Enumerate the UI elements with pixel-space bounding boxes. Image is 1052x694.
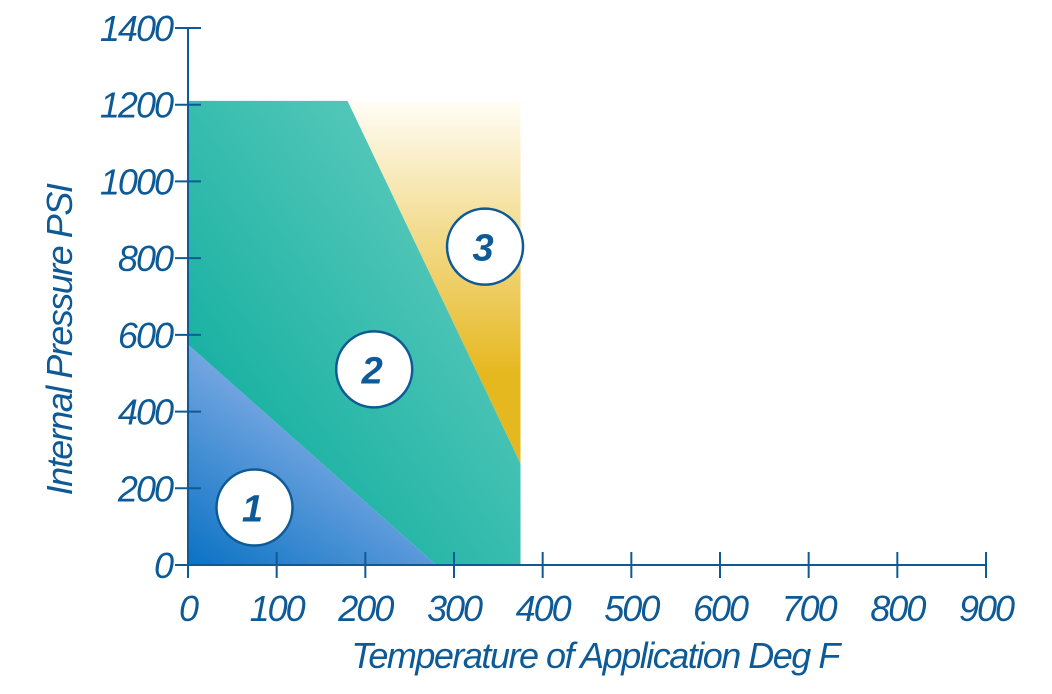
x-tick-label: 600: [693, 588, 749, 629]
zone-3-label: 3: [472, 228, 493, 270]
region-2: [188, 100, 521, 565]
y-tick-label: 400: [118, 392, 174, 433]
zone-3-marker: [445, 207, 525, 286]
y-tick-label: 1000: [100, 161, 174, 202]
x-tick-label: 300: [427, 588, 483, 629]
x-tick-label: 900: [959, 588, 1015, 629]
zone-labels-layer: 1 2 3: [215, 207, 525, 547]
x-tick-label: 500: [604, 588, 660, 629]
zone-2-label: 2: [361, 350, 383, 392]
y-tick-label: 800: [118, 238, 174, 279]
x-tick-label: 100: [250, 588, 306, 629]
x-tick-label: 400: [516, 588, 572, 629]
zone-1-label: 1: [242, 488, 263, 530]
x-tick-label: 0: [179, 588, 199, 629]
zone-2-marker: [334, 330, 414, 409]
y-tick-label: 600: [118, 315, 174, 356]
x-tick-label: 200: [337, 588, 394, 629]
region-3: [347, 100, 521, 464]
y-tick-label: 200: [117, 468, 174, 509]
x-tick-label: 700: [782, 588, 838, 629]
zone-1-marker: [215, 468, 294, 547]
y-tick-label: 1400: [100, 8, 174, 49]
y-axis-title: Internal Pressure PSI: [39, 183, 80, 495]
x-axis-title: Temperature of Application Deg F: [351, 635, 842, 676]
y-tick-label: 0: [154, 545, 174, 586]
y-tick-label: 1200: [100, 85, 174, 126]
axes-layer: 0 100 200 300 400 500 600 700 800 900 0 200 400 600 80…: [100, 8, 1017, 629]
x-tick-label: 800: [870, 588, 926, 629]
